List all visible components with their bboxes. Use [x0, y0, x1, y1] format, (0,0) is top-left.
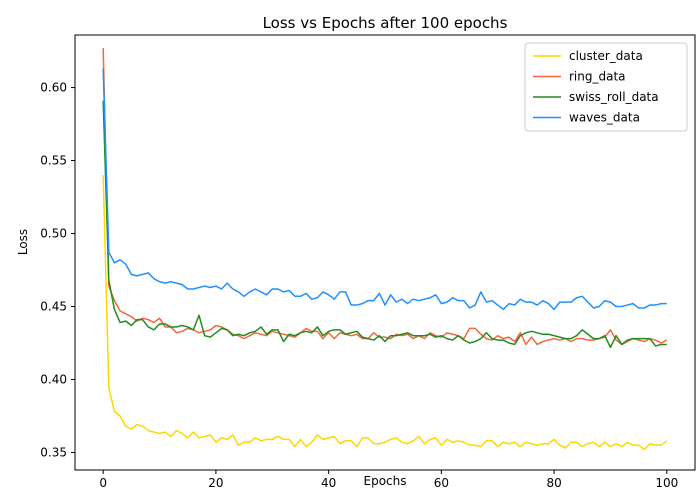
x-tick-label: 100: [655, 476, 678, 490]
y-tick-label: 0.35: [40, 445, 67, 459]
x-tick-label: 40: [321, 476, 336, 490]
plot-frame: [74, 34, 696, 471]
legend-box: [524, 42, 688, 132]
x-axis: 0 20 40 60 80 100: [99, 470, 678, 490]
y-tick-label: 0.45: [40, 300, 67, 314]
y-tick-label: 0.60: [40, 81, 67, 95]
legend: cluster_data ring_data swiss_roll_datawave…: [524, 42, 688, 132]
y-axis: 0.35 0.40 0.45 0.50 0.55 0.60: [40, 81, 75, 459]
y-tick-label: 0.50: [40, 227, 67, 241]
x-tick-label: 0: [99, 476, 107, 490]
series-line-swiss-roll-data: [102, 100, 667, 349]
x-tick-label: 60: [434, 476, 449, 490]
series-layer: [102, 48, 668, 451]
chart-title: Loss vs Epochs after 100 epochs: [263, 14, 508, 32]
x-tick-label: 80: [546, 476, 561, 490]
legend-entry-label: ring_data: [569, 70, 626, 84]
series-line-ring-data: [102, 48, 668, 346]
y-axis-label: Loss: [16, 229, 30, 255]
legend-entry-label: waves_data: [569, 111, 640, 125]
series-line-waves-data: [102, 68, 667, 311]
series-line-cluster-data: [102, 175, 668, 451]
y-tick-label: 0.55: [40, 154, 67, 168]
y-tick-label: 0.40: [40, 372, 67, 386]
legend-entry-label: cluster_data: [569, 49, 643, 63]
x-axis-label: Epochs: [364, 474, 407, 488]
x-tick-label: 20: [208, 476, 223, 490]
legend-entry-label: swiss_roll_data: [569, 90, 659, 104]
